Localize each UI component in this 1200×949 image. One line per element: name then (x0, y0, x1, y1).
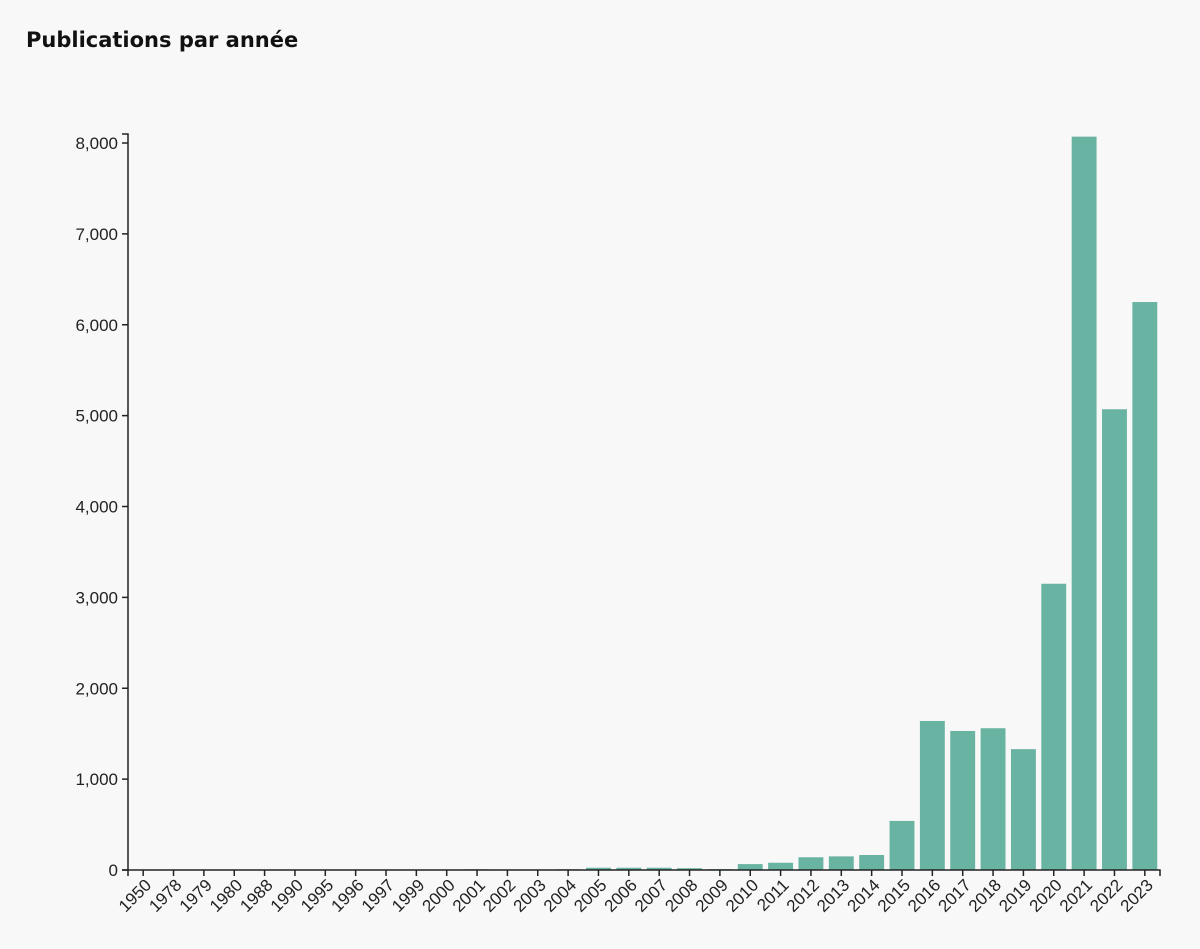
x-tick-label: 2012 (783, 876, 823, 916)
bar-2016 (919, 720, 945, 870)
y-axis-line (122, 133, 129, 871)
y-tick-label: 5,000 (75, 407, 118, 426)
bar-2013 (828, 856, 854, 870)
x-tick-label: 2010 (722, 876, 762, 916)
x-tick-label: 2017 (935, 876, 975, 916)
x-axis: 1950197819791980198819901995199619971999… (115, 869, 1161, 916)
x-tick-label: 2006 (601, 876, 641, 916)
y-tick-label: 1,000 (75, 770, 118, 789)
bar-2018 (980, 728, 1006, 870)
x-tick-label: 2001 (449, 876, 489, 916)
x-tick-label: 1990 (267, 876, 307, 916)
bar-2006 (616, 867, 642, 870)
chart-title: Publications par année (26, 28, 299, 52)
x-tick-label: 2013 (813, 876, 853, 916)
x-tick-label: 1950 (115, 876, 155, 916)
bar-2021 (1071, 136, 1097, 871)
y-tick-label: 2,000 (75, 679, 118, 698)
bars (130, 136, 1158, 871)
x-tick-label: 2022 (1086, 876, 1126, 916)
y-tick-label: 4,000 (75, 498, 118, 517)
bar-2008 (677, 868, 702, 870)
bar-2015 (889, 820, 915, 870)
bar-2010 (737, 864, 763, 870)
y-axis: 0 1,000 2,000 3,000 4,000 5,000 6,000 7,000 8,00… (75, 133, 129, 880)
bar-2020 (1041, 583, 1067, 870)
x-tick-label: 2004 (540, 876, 580, 916)
bar-2012 (798, 857, 824, 870)
x-tick-label: 2021 (1056, 876, 1096, 916)
x-tick-label: 2016 (904, 876, 944, 916)
bar-2014 (859, 855, 885, 870)
x-tick-label: 1979 (176, 876, 216, 916)
y-tick-label: 8,000 (75, 134, 118, 153)
x-tick-label: 2020 (1026, 876, 1066, 916)
x-axis-line (127, 869, 1161, 876)
x-tick-label: 2008 (661, 876, 701, 916)
bar-2011 (768, 862, 794, 870)
x-tick-label: 2015 (874, 876, 914, 916)
x-tick-label: 2019 (995, 876, 1035, 916)
x-tick-label: 2023 (1117, 876, 1157, 916)
y-tick-label: 7,000 (75, 225, 118, 244)
x-tick-label: 1996 (327, 876, 367, 916)
y-tick-label: 6,000 (75, 316, 118, 335)
x-tick-label: 1995 (297, 876, 337, 916)
x-tick-label: 2018 (965, 876, 1005, 916)
bar-2017 (950, 730, 976, 870)
x-tick-label: 2003 (510, 876, 550, 916)
bar-2007 (646, 867, 672, 870)
x-tick-label: 2014 (843, 876, 883, 916)
x-tick-label: 1997 (358, 876, 398, 916)
x-tick-label: 2002 (479, 876, 519, 916)
y-tick-label: 3,000 (75, 588, 118, 607)
x-tick-label: 1980 (206, 876, 246, 916)
bar-2023 (1132, 302, 1158, 870)
bar-2022 (1102, 409, 1127, 870)
bar-2019 (1010, 749, 1036, 870)
x-tick-label: 2009 (692, 876, 732, 916)
x-tick-label: 2011 (753, 876, 792, 915)
x-tick-label: 2007 (631, 876, 671, 916)
x-tick-label: 2005 (570, 876, 610, 916)
x-tick-label: 1978 (145, 876, 185, 916)
y-tick-label: 0 (109, 861, 118, 880)
bar-2005 (586, 867, 611, 870)
x-tick-label: 2000 (419, 876, 459, 916)
x-tick-label: 1999 (388, 876, 428, 916)
x-tick-label: 1988 (236, 876, 276, 916)
